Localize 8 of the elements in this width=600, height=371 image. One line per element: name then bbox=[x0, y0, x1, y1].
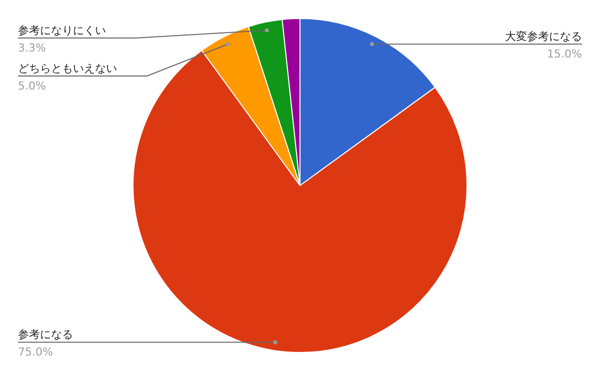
slice-label: 参考になる bbox=[18, 328, 73, 342]
data-label: 3.3% bbox=[18, 41, 46, 54]
slice-label: 大変参考になる bbox=[505, 30, 582, 44]
data-label: 5.0% bbox=[18, 79, 46, 92]
slice-label: どちらともいえない bbox=[18, 62, 117, 75]
data-label: 75.0% bbox=[18, 346, 53, 359]
slice-label: 参考になりにくい bbox=[18, 24, 106, 37]
data-label: 15.0% bbox=[547, 48, 582, 60]
